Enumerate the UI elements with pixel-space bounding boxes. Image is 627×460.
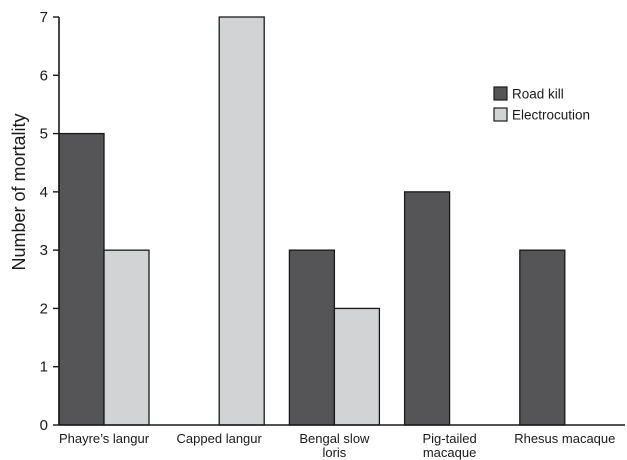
legend: Road kill Electrocution: [493, 86, 590, 123]
x-tick-label: Bengal slow loris: [299, 431, 370, 460]
x-tick-label: Pig-tailed macaque: [422, 431, 476, 460]
x-tick-label: Phayre’s langur: [59, 431, 150, 446]
y-tick-label: 0: [40, 417, 48, 434]
y-tick-label: 5: [40, 126, 48, 143]
bar-road-kill: [519, 249, 566, 426]
legend-label: Electrocution: [512, 108, 590, 123]
bar-electrocution: [333, 307, 381, 426]
y-tick-label: 4: [40, 184, 48, 201]
x-tick-label: Capped langur: [177, 431, 263, 446]
bars-group: [58, 16, 566, 426]
bar-road-kill: [58, 132, 105, 426]
legend-swatch: [493, 86, 508, 101]
bar-road-kill: [288, 249, 336, 426]
bar-electrocution: [218, 16, 265, 426]
axes-group: [58, 17, 625, 426]
y-ticks-group: 0 1 2 3 4 5 6 7: [40, 9, 59, 434]
y-axis-title: Number of mortality: [9, 113, 29, 270]
legend-label: Road kill: [512, 87, 564, 102]
bar-road-kill: [403, 191, 451, 426]
x-labels-group: Phayre’s langur Capped langur Bengal slow l…: [59, 431, 615, 460]
bar-electrocution: [103, 249, 150, 426]
y-tick-label: 1: [40, 359, 48, 376]
legend-swatch: [493, 107, 508, 122]
y-tick-label: 6: [40, 67, 48, 84]
y-tick-label: 3: [40, 242, 48, 259]
x-tick-label: Rhesus macaque: [514, 431, 615, 446]
y-tick-label: 7: [40, 9, 48, 26]
y-tick-label: 2: [40, 300, 48, 317]
